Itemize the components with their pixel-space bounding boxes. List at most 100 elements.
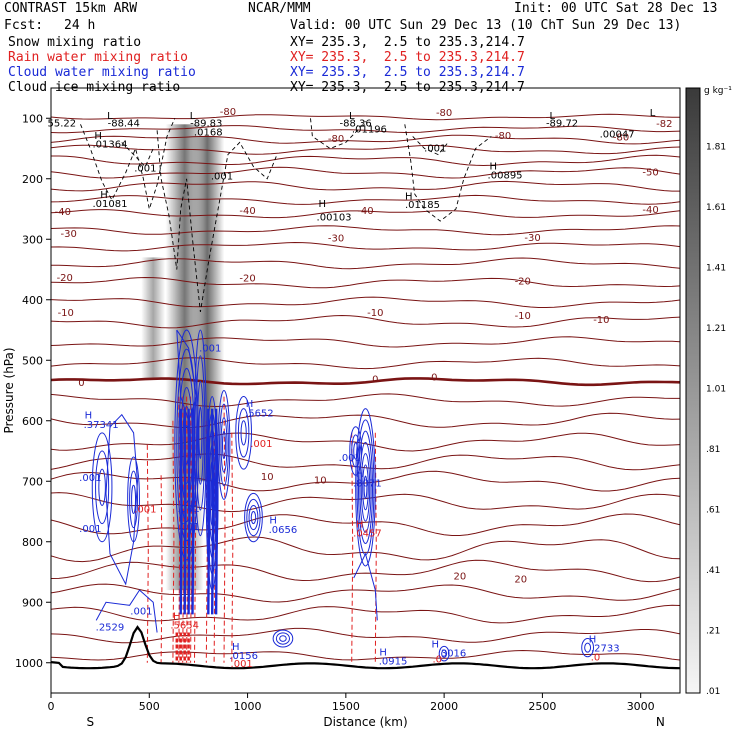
cloud-water-contour: [195, 355, 206, 511]
temperature-contour: [51, 257, 680, 270]
temperature-contour-label: 10: [314, 475, 327, 486]
rain-contour-label: .0: [591, 653, 601, 664]
cloud-water-contour-label: .001: [339, 453, 361, 464]
cloud-water-contour: [240, 420, 247, 446]
init-time: Init: 00 UTC Sat 28 Dec 13: [514, 1, 718, 16]
cloud-water-contour: [91, 432, 113, 543]
rain-contour-label: H: [173, 612, 181, 623]
snow-contour-label: H: [405, 192, 413, 203]
rain-contour-label: .001: [134, 504, 156, 515]
temperature-contour-label: 0: [78, 378, 84, 389]
cloud-water-contour: [129, 470, 138, 529]
temperature-contour-label: -10: [367, 308, 383, 319]
temperature-contour: [51, 649, 680, 661]
snow-contour: [404, 124, 492, 222]
cloud-water-contour-label: .8071: [353, 478, 382, 489]
chart-title: CONTRAST 15km ARW: [4, 1, 138, 16]
temperature-contour: [51, 314, 680, 329]
cloud-water-contour: [187, 408, 191, 615]
y-tick-label: 500: [22, 354, 43, 367]
colorbar-tick-label: .61: [706, 505, 720, 515]
cloud-water-contour: [246, 498, 261, 537]
plot-frame: [50, 87, 681, 694]
cloud-water-contour: [211, 408, 215, 615]
cloud-water-contour-label: .001: [199, 344, 221, 355]
cloud-water-contour: [279, 635, 287, 642]
temperature-contour: [51, 336, 680, 348]
snow-contour-label: L: [107, 111, 113, 122]
terrain-line: [51, 625, 680, 670]
rain-contour-label: .001: [231, 659, 253, 670]
rain-contour: [146, 444, 149, 663]
legend-cloudwater-xy: XY= 235.3, 2.5 to 235.3,214.7: [290, 65, 525, 80]
y-tick-label: 1000: [15, 657, 43, 670]
snow-contour: [310, 118, 366, 150]
cloud-water-contour: [131, 484, 137, 515]
y-axis-title: Pressure (hPa): [2, 347, 16, 433]
cloud-water-contour-label: H: [589, 635, 597, 646]
rain-contour: [223, 396, 226, 663]
cloud-water-contour: [179, 408, 183, 615]
temperature-contours: [51, 113, 680, 661]
snow-contour-label: L: [349, 111, 355, 122]
snow-contour-label: -89.72: [546, 118, 578, 129]
cloud-water-contour-label: .001: [79, 524, 101, 535]
x-tick-label: 500: [139, 700, 160, 713]
colorbar-tick-label: 1.21: [706, 324, 726, 334]
temperature-contour-label: -20: [239, 273, 255, 284]
cloud-water-contour: [235, 396, 252, 470]
snow-contour-label: .0168: [194, 128, 223, 139]
cloud-water-contour-label: H: [232, 642, 240, 653]
snow-contour-label: 55.22: [47, 118, 76, 129]
rain-contour-label: H: [356, 520, 364, 531]
temperature-contour-label: -30: [328, 233, 344, 244]
temperature-contour: [51, 166, 680, 179]
rain-contour: [351, 432, 354, 663]
cloud-water-contour: [174, 329, 199, 561]
cloud-water-contour: [183, 408, 187, 615]
snow-contour: [80, 118, 176, 210]
cloud-water-contour-label: .5652: [245, 408, 274, 419]
colorbar-tick-label: .21: [706, 626, 720, 636]
cloud-water-contour: [359, 441, 372, 533]
temperature-contour: [51, 377, 680, 387]
cloud-water-contour: [105, 413, 139, 586]
snow-contour-label: L: [650, 108, 656, 119]
temperature-contour-label: 20: [453, 572, 466, 583]
temperature-contour: [51, 470, 680, 492]
legend-snow-xy: XY= 235.3, 2.5 to 235.3,214.7: [290, 35, 525, 50]
cloud-water-contour: [349, 426, 363, 476]
rain-contour: [172, 420, 175, 663]
legend-snow-name: Snow mixing ratio: [8, 35, 142, 50]
rain-contour: [186, 396, 189, 663]
temperature-contour-label: -50: [642, 167, 658, 178]
temperature-contour: [51, 432, 680, 452]
temperature-contour: [51, 357, 680, 370]
colorbar-tick-label: .01: [706, 687, 720, 697]
cloud-water-contour: [191, 408, 195, 615]
x-axis-title: Distance (km): [323, 715, 407, 729]
x-tick-label: 1000: [234, 700, 262, 713]
cloud-water-contour-label: .2733: [591, 644, 620, 655]
cloud-water-contour: [353, 442, 359, 460]
legend-rain-xy: XY= 235.3, 2.5 to 235.3,214.7: [290, 50, 525, 65]
temperature-contour-label: -10: [593, 315, 609, 326]
cloud-water-contour: [351, 434, 361, 468]
cloud-water-contour: [193, 329, 207, 537]
y-tick-label: 900: [22, 596, 43, 609]
temperature-contour-label: -20: [515, 276, 531, 287]
temperature-contour: [51, 194, 680, 205]
y-tick-label: 200: [22, 173, 43, 186]
temperature-contour-label: -10: [58, 308, 74, 319]
cloud-water-contour-label: .37341: [84, 420, 119, 431]
snow-contour-label: H: [318, 199, 326, 210]
y-tick-label: 300: [22, 233, 43, 246]
cloud-water-contour-label: H: [246, 399, 254, 410]
x-tick-label: 1500: [332, 700, 360, 713]
temperature-contour: [51, 412, 680, 429]
rain-contour-label: .0: [432, 655, 442, 666]
rain-contour-label: .5654: [170, 621, 199, 632]
cloud-water-contour: [196, 380, 204, 485]
snow-contour-label: L: [190, 111, 196, 122]
